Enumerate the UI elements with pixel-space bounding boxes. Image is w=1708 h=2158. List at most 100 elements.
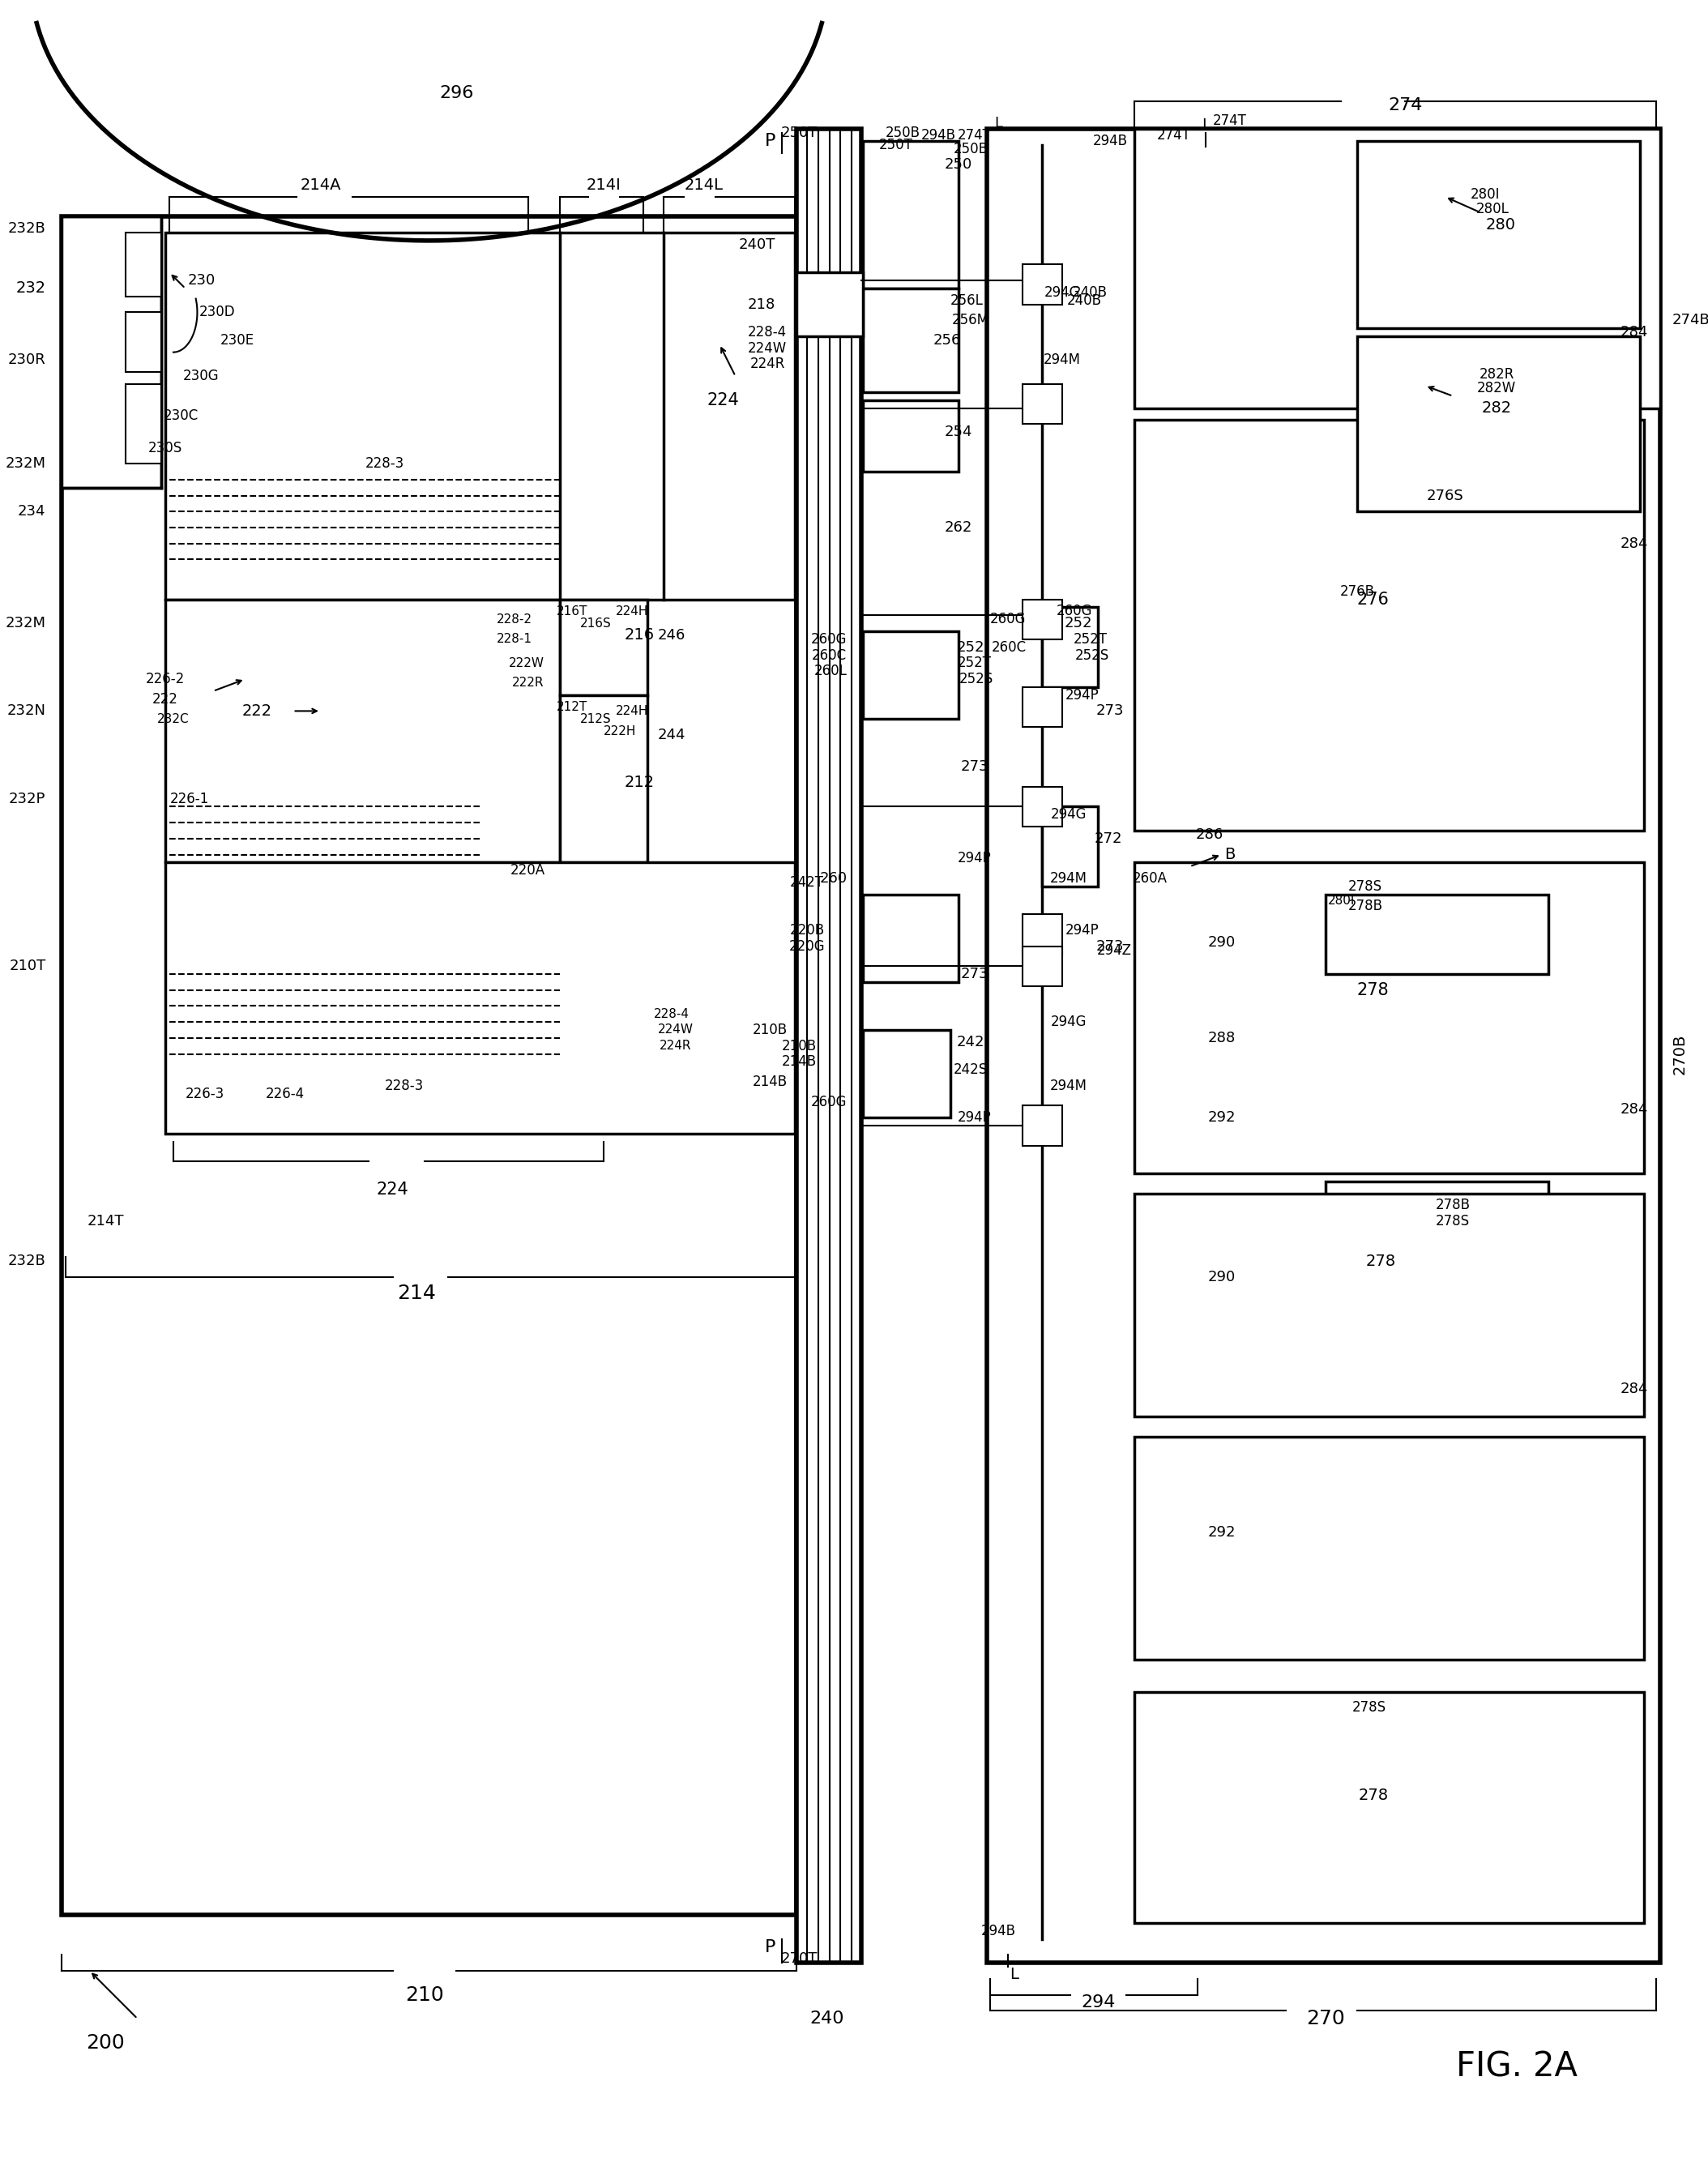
Text: 240B: 240B — [1073, 285, 1107, 300]
Text: 214: 214 — [396, 1284, 436, 1303]
Bar — [125, 233, 161, 296]
Text: 260G: 260G — [811, 1094, 847, 1109]
Text: 230G: 230G — [183, 369, 219, 384]
Bar — [863, 893, 958, 982]
Text: 210B: 210B — [782, 1038, 816, 1053]
Text: 222R: 222R — [512, 678, 545, 688]
Text: 214I: 214I — [586, 177, 622, 192]
Text: 278S: 278S — [1353, 1701, 1387, 1716]
Bar — [1134, 1692, 1645, 1923]
Text: 280L: 280L — [1476, 201, 1510, 216]
Text: 294P: 294P — [1066, 924, 1098, 937]
Text: 222W: 222W — [509, 656, 545, 669]
Text: 278: 278 — [1358, 1787, 1389, 1804]
Bar — [61, 216, 796, 1914]
Bar — [1023, 600, 1062, 639]
Text: 284: 284 — [1621, 326, 1648, 339]
Bar — [1023, 915, 1062, 954]
Text: 250B: 250B — [953, 142, 987, 155]
Text: 232B: 232B — [9, 1254, 46, 1269]
Text: 260C: 260C — [991, 641, 1027, 654]
Text: 273: 273 — [960, 760, 989, 775]
Text: 282W: 282W — [1477, 380, 1517, 395]
Bar — [1042, 807, 1098, 887]
Text: 252T: 252T — [1073, 632, 1107, 647]
Bar — [166, 233, 796, 600]
Text: 294M: 294M — [1050, 1079, 1088, 1094]
Text: 228-2: 228-2 — [497, 613, 533, 626]
Text: 256M: 256M — [951, 313, 989, 328]
Text: 232P: 232P — [9, 792, 46, 807]
Bar — [1358, 337, 1640, 511]
Bar — [560, 600, 647, 695]
Text: 260L: 260L — [815, 665, 847, 678]
Text: 242S: 242S — [953, 1062, 987, 1077]
Text: 252S: 252S — [958, 671, 994, 686]
Text: 270B: 270B — [1672, 1034, 1688, 1075]
Text: 260G: 260G — [811, 632, 847, 647]
Text: 280I: 280I — [1471, 188, 1500, 201]
Bar — [1358, 140, 1640, 328]
Text: 274B: 274B — [1672, 313, 1708, 328]
Bar — [987, 129, 1660, 1964]
Text: 282R: 282R — [1479, 367, 1515, 382]
Text: 230: 230 — [188, 274, 215, 287]
Text: 294: 294 — [1081, 1994, 1115, 2011]
Text: 274T: 274T — [958, 127, 992, 142]
Text: 294B: 294B — [1093, 134, 1127, 149]
Bar — [166, 863, 796, 1133]
Text: 294P: 294P — [958, 850, 991, 865]
Text: 232B: 232B — [9, 222, 46, 235]
Text: 220B: 220B — [789, 924, 825, 937]
Text: 278S: 278S — [1436, 1215, 1471, 1228]
Text: 278: 278 — [1366, 1254, 1395, 1269]
Text: 220A: 220A — [511, 863, 545, 878]
Text: 214B: 214B — [782, 1055, 816, 1068]
Text: 226-2: 226-2 — [145, 671, 184, 686]
Bar — [166, 600, 560, 863]
Text: 232C: 232C — [157, 712, 190, 725]
Text: 222: 222 — [243, 704, 272, 719]
Text: 228-3: 228-3 — [384, 1079, 424, 1094]
Text: 222: 222 — [152, 693, 178, 706]
Text: 273: 273 — [960, 967, 989, 982]
Text: 224: 224 — [707, 393, 740, 408]
Text: 274T: 274T — [1213, 114, 1247, 127]
Text: 242T: 242T — [791, 876, 825, 889]
Text: 240T: 240T — [738, 237, 775, 252]
Bar — [1023, 788, 1062, 827]
Text: 292: 292 — [1208, 1111, 1235, 1124]
Text: 250B: 250B — [885, 125, 921, 140]
Bar — [1134, 1437, 1645, 1660]
Text: 230R: 230R — [9, 354, 46, 367]
Text: 228-3: 228-3 — [366, 457, 405, 470]
Bar — [1042, 606, 1098, 686]
Text: 292: 292 — [1208, 1526, 1235, 1539]
Text: 284: 284 — [1621, 1381, 1648, 1396]
Text: 252: 252 — [956, 641, 984, 654]
Bar — [1325, 893, 1549, 973]
Bar — [1023, 945, 1062, 986]
Text: 294B: 294B — [921, 127, 956, 142]
Bar — [863, 289, 958, 393]
Text: 284: 284 — [1621, 537, 1648, 550]
Text: 260G: 260G — [1056, 604, 1091, 619]
Text: 212S: 212S — [581, 712, 611, 725]
Text: 273: 273 — [1097, 704, 1124, 719]
Bar — [125, 384, 161, 464]
Text: 226-4: 226-4 — [265, 1085, 304, 1101]
Text: 242: 242 — [956, 1034, 984, 1049]
Text: 218: 218 — [748, 298, 775, 311]
Bar — [1023, 265, 1062, 304]
Text: 222H: 222H — [603, 725, 635, 738]
Text: 228-4: 228-4 — [748, 326, 787, 339]
Text: P: P — [765, 134, 775, 149]
Text: 212: 212 — [625, 775, 654, 790]
Text: 226-1: 226-1 — [169, 792, 208, 807]
Text: 220G: 220G — [789, 939, 825, 954]
Text: 286: 286 — [1196, 827, 1223, 842]
Text: 228-4: 228-4 — [654, 1008, 690, 1021]
Text: 240: 240 — [810, 2011, 844, 2026]
Text: 232: 232 — [15, 281, 46, 296]
Text: 260C: 260C — [811, 647, 847, 663]
